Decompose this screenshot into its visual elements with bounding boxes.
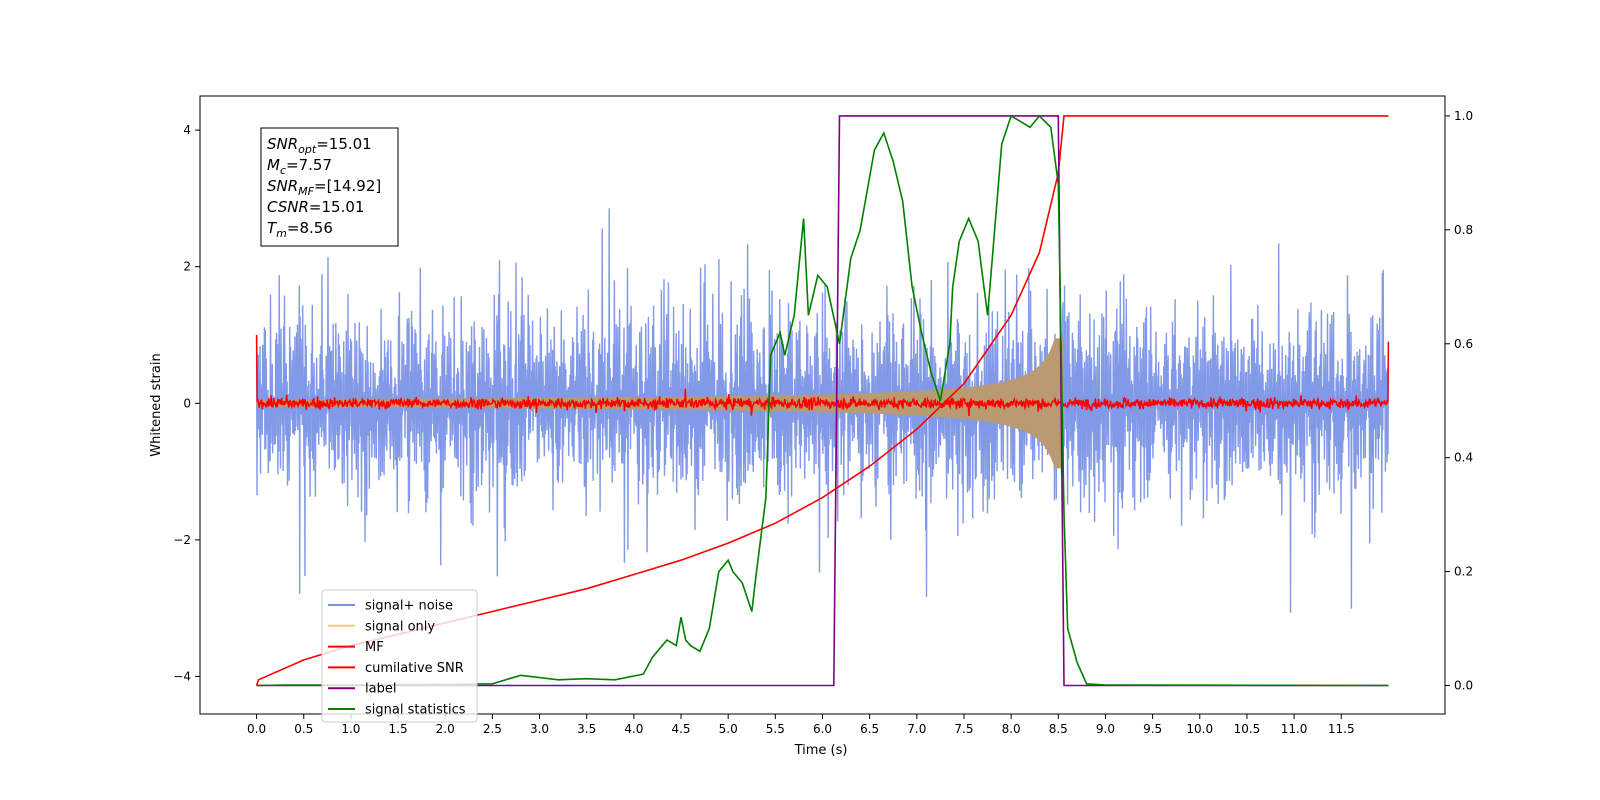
annotation-value: =15.01 <box>316 135 372 153</box>
annotation-subscript: MF <box>298 185 314 198</box>
x-tick-label: 10.5 <box>1234 722 1261 736</box>
legend: signal+ noise signal only MF cumilative SNR… <box>321 589 478 723</box>
x-tick-label: 11.0 <box>1281 722 1308 736</box>
series-signal-statistics <box>256 114 1389 687</box>
x-tick-label: 1.5 <box>389 722 408 736</box>
x-tick-label: 3.5 <box>577 722 596 736</box>
annotation-line: SNRopt=15.01 <box>267 135 372 156</box>
series-mf <box>255 334 1390 417</box>
annotation-value: =8.56 <box>287 219 333 237</box>
y-tick-label-left: 4 <box>183 123 191 137</box>
annotation-value: =7.57 <box>286 156 332 174</box>
y-tick-label-left: −4 <box>173 669 191 683</box>
y-tick-label-right: 0.8 <box>1454 223 1473 237</box>
annotation-value: =[14.92] <box>314 177 381 195</box>
x-tick-label: 9.0 <box>1096 722 1115 736</box>
x-tick-label: 11.5 <box>1328 722 1355 736</box>
x-tick-label: 2.0 <box>436 722 455 736</box>
x-tick-label: 7.0 <box>907 722 926 736</box>
legend-frame <box>321 589 478 723</box>
x-tick-label: 5.5 <box>766 722 785 736</box>
x-axis-label: Time (s) <box>794 743 848 758</box>
x-tick-label: 4.0 <box>624 722 643 736</box>
x-tick-label: 6.0 <box>813 722 832 736</box>
x-tick-label: 0.5 <box>294 722 313 736</box>
x-axis-ticks: 0.0 0.5 1.0 1.5 2.0 2.5 3.0 3.5 4.0 4.5 5.0 5.5 6.0 6… <box>247 714 1355 736</box>
noise-layer <box>255 208 1390 613</box>
legend-entry: cumilative SNR <box>365 661 464 676</box>
mf-layer <box>255 334 1390 417</box>
x-tick-label: 8.0 <box>1002 722 1021 736</box>
y-tick-label-right: 0.4 <box>1454 451 1473 465</box>
annotation-frame <box>260 127 399 247</box>
x-tick-label: 0.0 <box>247 722 266 736</box>
annotation-box: SNRopt=15.01Mc=7.57SNRMF=[14.92]CSNR=15.… <box>260 127 399 247</box>
annotation-symbol: CSNR <box>267 198 309 216</box>
annotation-subscript: opt <box>298 143 317 156</box>
x-tick-label: 6.5 <box>860 722 879 736</box>
annotation-line: Tm=8.56 <box>267 219 333 240</box>
annotation-symbol: SNR <box>267 177 298 195</box>
x-tick-label: 2.5 <box>483 722 502 736</box>
y-axis-label: Whitened strain <box>149 353 164 456</box>
x-tick-label: 9.5 <box>1143 722 1162 736</box>
annotation-symbol: T <box>267 219 278 237</box>
y-tick-label-right: 0.0 <box>1454 679 1473 693</box>
y-tick-label-right: 0.6 <box>1454 337 1473 351</box>
annotation-symbol: SNR <box>267 135 298 153</box>
annotation-symbol: M <box>267 156 280 174</box>
annotation-subscript: c <box>280 164 286 177</box>
legend-entry: signal statistics <box>365 703 466 718</box>
y-tick-label-right: 0.2 <box>1454 565 1473 579</box>
x-tick-label: 1.0 <box>341 722 360 736</box>
y-tick-label-left: −2 <box>173 533 191 547</box>
annotation-line: Mc=7.57 <box>267 156 332 177</box>
y-tick-label-left: 2 <box>183 260 191 274</box>
x-tick-label: 7.5 <box>954 722 973 736</box>
legend-entry: signal+ noise <box>365 599 453 614</box>
y-tick-label-right: 1.0 <box>1454 109 1473 123</box>
annotation-line: SNRMF=[14.92] <box>267 177 381 198</box>
x-tick-label: 4.5 <box>671 722 690 736</box>
annotation-line: CSNR=15.01 <box>267 198 364 216</box>
right-axis-ticks: 0.0 0.2 0.4 0.6 0.8 1.0 <box>1445 109 1473 693</box>
x-tick-label: 10.0 <box>1186 722 1213 736</box>
x-tick-label: 8.5 <box>1049 722 1068 736</box>
annotation-value: =15.01 <box>309 198 365 216</box>
annotation-subscript: m <box>276 227 287 240</box>
x-tick-label: 3.0 <box>530 722 549 736</box>
series-signal-noise <box>255 208 1390 613</box>
y-tick-label-left: 0 <box>183 396 191 410</box>
legend-entry: MF <box>365 640 384 655</box>
x-tick-label: 5.0 <box>719 722 738 736</box>
legend-entry: signal only <box>365 619 435 634</box>
left-axis-ticks: −4 −2 0 2 4 <box>173 123 200 683</box>
legend-entry: label <box>365 682 396 697</box>
